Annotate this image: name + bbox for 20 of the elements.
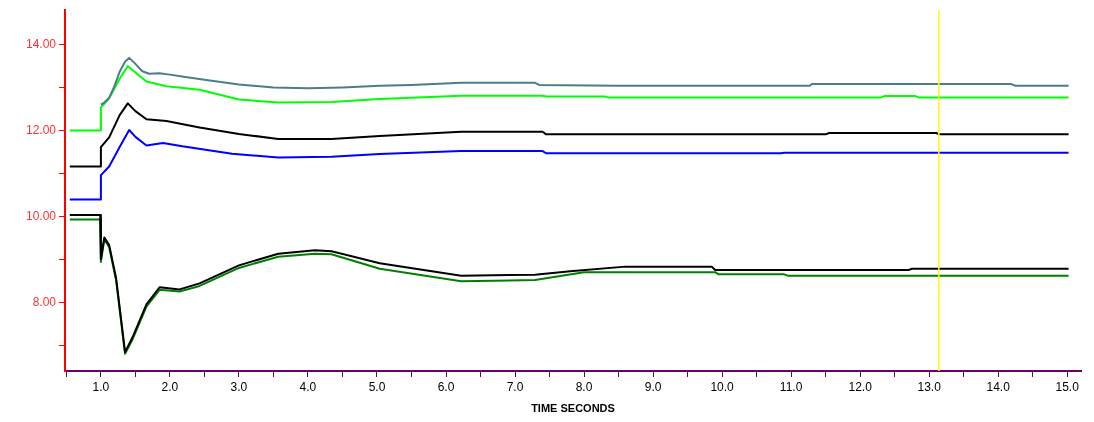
- x-tick-label: 7.0: [506, 379, 524, 394]
- x-tick-label: 6.0: [437, 379, 455, 394]
- x-tick-label: 14.0: [986, 379, 1011, 394]
- x-tick-label: 11.0: [779, 379, 803, 394]
- x-tick-label: 10.0: [710, 379, 735, 394]
- x-tick-label: 3.0: [230, 379, 248, 394]
- x-tick-label: 2.0: [161, 379, 179, 394]
- x-tick-label: 9.0: [644, 379, 662, 394]
- x-tick-label: 5.0: [368, 379, 386, 394]
- x-axis-title: TIME SECONDS: [531, 402, 615, 415]
- y-tick-label: 12.00: [25, 122, 57, 137]
- x-tick-label: 1.0: [92, 379, 110, 394]
- x-tick-label: 13.0: [917, 379, 942, 394]
- x-tick-label: 8.0: [575, 379, 593, 394]
- y-tick-label: 10.00: [25, 208, 57, 223]
- x-tick-label: 4.0: [299, 379, 317, 394]
- y-tick-label: 14.00: [25, 36, 57, 51]
- x-tick-label: 12.0: [848, 379, 873, 394]
- y-tick-label: 8.00: [32, 294, 57, 309]
- x-tick-label: 15.0: [1055, 379, 1080, 394]
